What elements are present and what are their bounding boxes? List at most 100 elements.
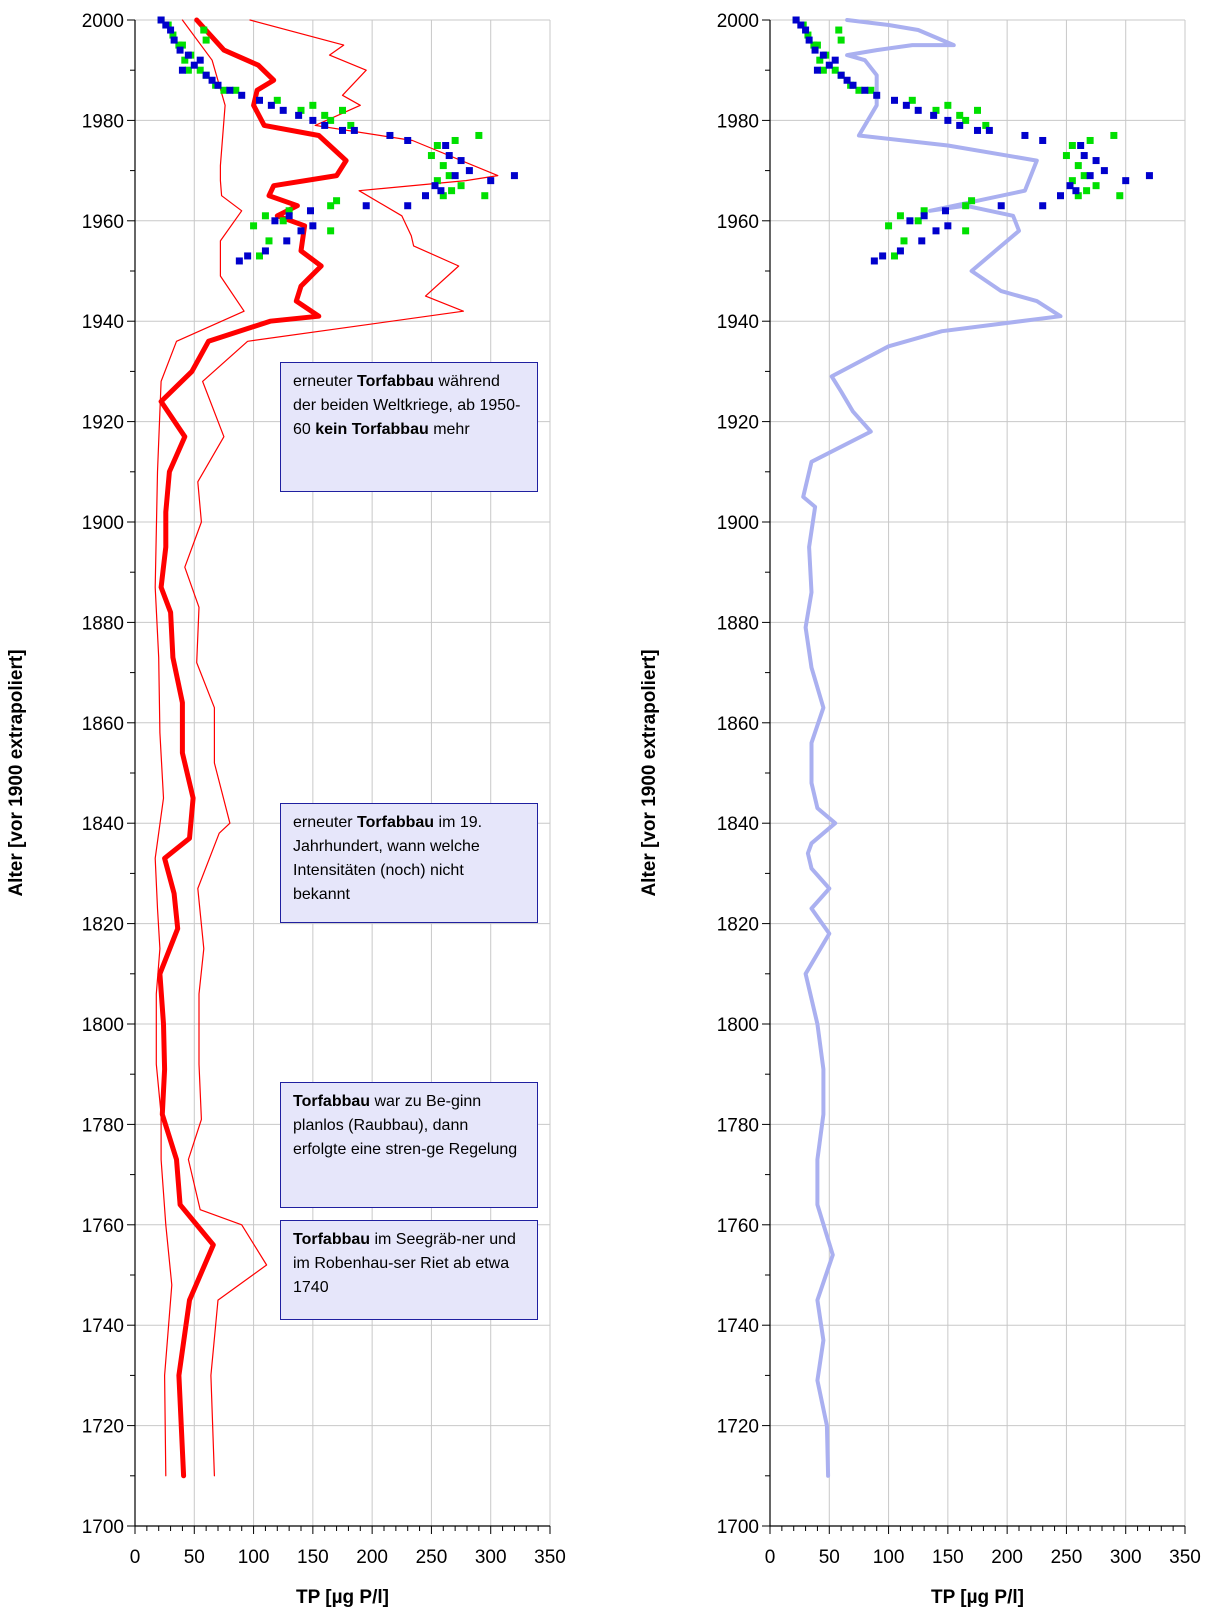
- scatter-point-blue: [261, 247, 269, 255]
- scatter-point-green: [321, 111, 329, 119]
- annotation-bold-text: Torfabbau: [357, 373, 435, 390]
- scatter-point-blue: [271, 217, 279, 225]
- scatter-point-blue: [157, 16, 165, 24]
- scatter-point-green: [347, 121, 355, 129]
- y-tick-label: 1720: [82, 1417, 124, 1438]
- annotation-bold-text: kein Torfabbau: [315, 421, 429, 438]
- scatter-point-blue: [208, 76, 216, 84]
- scatter-point-blue: [1145, 172, 1153, 180]
- scatter-point-green: [1110, 131, 1118, 139]
- scatter-point-blue: [920, 212, 928, 220]
- scatter-point-green: [285, 207, 293, 215]
- annotation-bold-text: Torfabbau: [293, 1093, 371, 1110]
- scatter-point-blue: [1122, 177, 1130, 185]
- scatter-point-blue: [362, 202, 370, 210]
- y-tick-label: 1980: [82, 111, 124, 132]
- annotation-19-jahrhundert: erneuter Torfabbau im 19. Jahrhundert, w…: [280, 803, 538, 923]
- scatter-point-green: [439, 162, 447, 170]
- scatter-point-blue: [825, 61, 833, 69]
- scatter-point-green: [327, 202, 335, 210]
- x-tick-label: 0: [130, 1547, 141, 1568]
- scatter-point-green: [962, 202, 970, 210]
- scatter-point-blue: [238, 91, 246, 99]
- y-tick-label: 1920: [717, 413, 759, 434]
- scatter-point-green: [1074, 192, 1082, 200]
- scatter-point-blue: [1039, 136, 1047, 144]
- scatter-point-green: [439, 192, 447, 200]
- right-chart: 1700 1720 1740 1760 1780 1800 1820 1840 1860 1880…: [639, 11, 1201, 1608]
- annotation-weltkriege: erneuter Torfabbau während der beiden We…: [280, 362, 538, 492]
- scatter-point-blue: [837, 71, 845, 79]
- scatter-point-blue: [422, 192, 429, 200]
- scatter-point-blue: [256, 96, 263, 104]
- y-tick-label: 1740: [82, 1316, 124, 1337]
- x-tick-label: 350: [1169, 1547, 1201, 1568]
- annotation-bold-text: Torfabbau: [357, 814, 435, 831]
- scatter-point-green: [327, 227, 335, 235]
- annotation-seegraebner: Torfabbau im Seegräb-ner und im Robenhau…: [280, 1220, 538, 1320]
- y-tick-label: 1900: [717, 513, 759, 534]
- scatter-point-blue: [404, 202, 412, 210]
- scatter-point-green: [1116, 192, 1124, 200]
- scatter-point-blue: [918, 237, 926, 245]
- x-axis-title: TP [µg P/l]: [931, 1587, 1024, 1608]
- scatter-point-green: [202, 36, 210, 44]
- scatter-point-green: [261, 212, 269, 220]
- scatter-point-blue: [235, 257, 243, 265]
- scatter-point-blue: [442, 142, 450, 149]
- y-tick-label: 1960: [82, 212, 124, 233]
- scatter-point-blue: [906, 217, 914, 225]
- x-tick-label: 300: [1110, 1547, 1142, 1568]
- y-tick-label: 1760: [717, 1216, 759, 1237]
- scatter-point-green: [1068, 142, 1076, 149]
- scatter-point-green: [1083, 187, 1091, 195]
- scatter-point-blue: [350, 126, 358, 134]
- scatter-point-green: [1086, 136, 1094, 144]
- scatter-point-blue: [1072, 187, 1080, 195]
- scatter-point-green: [250, 222, 258, 230]
- annotation-text: war zu Be-ginn planlos (Raubbau), dann e…: [293, 1093, 518, 1158]
- y-axis-title: Alter [vor 1900 extrapoliert]: [6, 649, 27, 896]
- scatter-point-blue: [306, 207, 314, 215]
- scatter-point-blue: [386, 131, 394, 139]
- scatter-point-blue: [805, 36, 813, 44]
- scatter-point-green: [339, 106, 346, 114]
- scatter-point-green: [427, 152, 435, 160]
- y-tick-label: 1760: [82, 1216, 124, 1237]
- y-tick-label: 1940: [82, 312, 124, 333]
- scatter-point-blue: [431, 182, 439, 190]
- scatter-point-blue: [1021, 131, 1029, 139]
- scatter-point-blue: [974, 126, 981, 134]
- scatter-point-blue: [170, 36, 178, 44]
- scatter-point-blue: [295, 111, 303, 119]
- annotation-text: erneuter: [293, 373, 358, 390]
- y-tick-label: 1780: [82, 1115, 124, 1136]
- scatter-point-blue: [879, 252, 887, 260]
- scatter-point-green: [835, 26, 843, 34]
- scatter-point-green: [327, 116, 335, 124]
- scatter-point-blue: [813, 66, 821, 74]
- y-tick-label: 1820: [717, 915, 759, 936]
- scatter-point-blue: [487, 177, 495, 185]
- scatter-point-green: [855, 86, 863, 94]
- scatter-point-blue: [1057, 192, 1064, 200]
- scatter-point-blue: [510, 172, 518, 180]
- y-tick-label: 1720: [717, 1417, 759, 1438]
- scatter-point-green: [475, 131, 483, 139]
- y-tick-label: 1880: [82, 613, 124, 634]
- scatter-point-green: [220, 86, 228, 94]
- scatter-point-green: [885, 222, 893, 230]
- scatter-point-blue: [819, 51, 827, 59]
- scatter-point-blue: [285, 212, 293, 220]
- scatter-point-blue: [283, 237, 291, 245]
- scatter-point-green: [178, 41, 186, 49]
- scatter-point-green: [256, 252, 263, 260]
- scatter-point-green: [1074, 162, 1082, 170]
- y-tick-label: 1960: [717, 212, 759, 233]
- annotation-text: erneuter: [293, 814, 358, 831]
- x-tick-label: 200: [356, 1547, 388, 1568]
- scatter-point-green: [920, 207, 928, 215]
- scatter-point-green: [810, 41, 818, 49]
- scatter-point-green: [944, 101, 952, 109]
- scatter-point-blue: [309, 222, 317, 230]
